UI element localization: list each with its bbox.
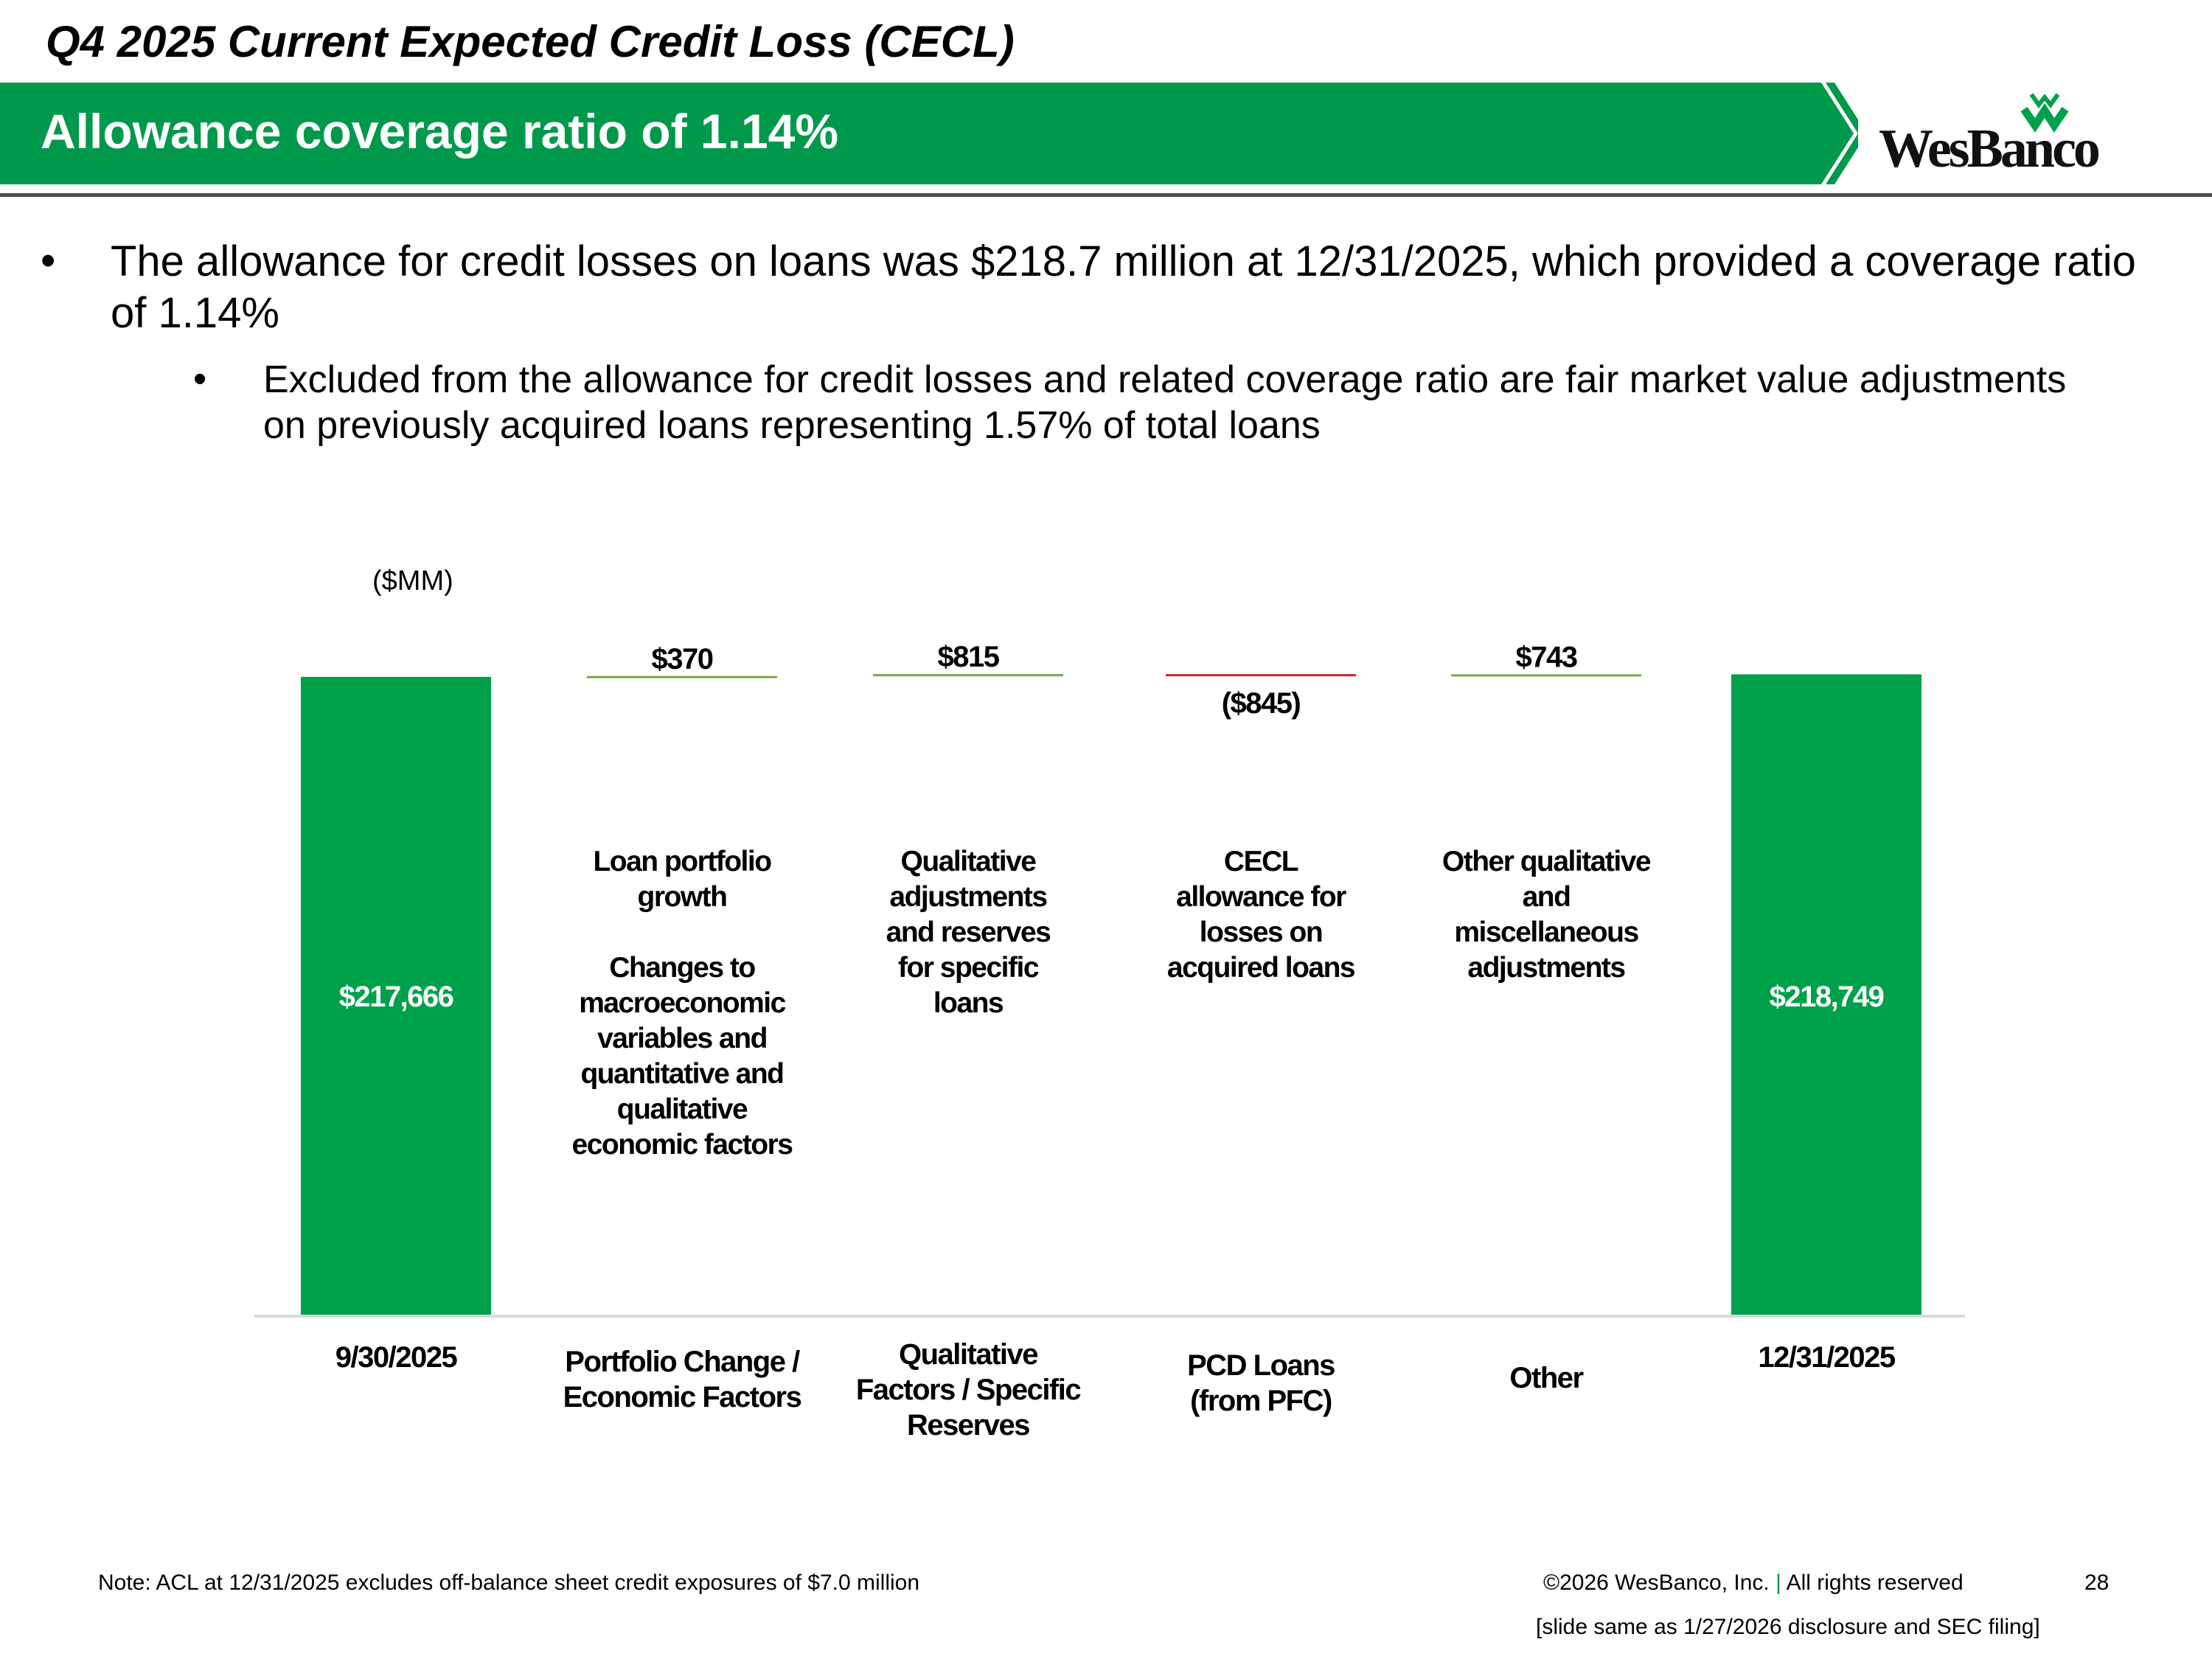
value-label-1: $217,666 — [339, 981, 453, 1013]
bullet-main: The allowance for credit losses on loans… — [111, 237, 2136, 337]
page-number: 28 — [2084, 1571, 2110, 1595]
waterfall-bar-2 — [587, 675, 777, 678]
chart-units-label: ($MM) — [372, 566, 453, 597]
title-banner — [0, 83, 1821, 184]
category-label-6: 12/31/2025 — [1758, 1341, 1896, 1374]
category-label-5: Other — [1509, 1362, 1584, 1394]
copyright-separator: | — [1775, 1571, 1781, 1595]
footnote-acl: Note: ACL at 12/31/2025 excludes off-bal… — [98, 1571, 920, 1595]
bullet-sub: Excluded from the allowance for credit l… — [263, 358, 2067, 447]
value-label-4: ($845) — [1222, 687, 1301, 720]
waterfall-bar-5 — [1451, 674, 1641, 677]
category-label-2: Portfolio Change / Economic Factors — [563, 1346, 802, 1413]
waterfall-bar-4 — [1166, 674, 1356, 677]
value-label-3: $815 — [938, 641, 1000, 673]
category-label-1: 9/30/2025 — [335, 1341, 458, 1374]
value-label-2: $370 — [652, 643, 713, 675]
waterfall-bar-1 — [301, 677, 491, 1315]
value-label-6: $218,749 — [1770, 981, 1884, 1013]
value-label-5: $743 — [1516, 641, 1577, 674]
bar-description-2: Loan portfolio growth Changes to macroec… — [571, 846, 793, 1161]
category-label-3: Qualitative Factors / Specific Reserves — [855, 1338, 1082, 1441]
footnote-disclosure: [slide same as 1/27/2026 disclosure and … — [1536, 1615, 2040, 1639]
bar-description-4: CECL allowance for losses on acquired lo… — [1166, 846, 1356, 984]
wesbanco-logo-icon — [2020, 93, 2069, 133]
banner-headline: Allowance coverage ratio of 1.14% — [41, 104, 839, 159]
bullet-marker: • — [41, 237, 56, 285]
bar-description-3: Qualitative adjustments and reserves for… — [886, 846, 1051, 1019]
waterfall-bar-3 — [873, 674, 1063, 677]
logo-wordmark: WesBanco — [1879, 119, 2101, 179]
header-divider — [0, 193, 2212, 197]
waterfall-bar-6 — [1731, 674, 1921, 1315]
category-label-4: PCD Loans (from PFC) — [1187, 1349, 1335, 1417]
banner-chevron — [1799, 83, 1858, 184]
slide-title: Q4 2025 Current Expected Credit Loss (CE… — [46, 17, 1015, 66]
bar-description-5: Other qualitative and miscellaneous adju… — [1441, 846, 1652, 984]
sub-bullet-marker: • — [193, 358, 207, 400]
copyright: ©2026 WesBanco, Inc. | All rights reserv… — [1543, 1571, 1964, 1596]
copyright-text: ©2026 WesBanco, Inc. — [1543, 1571, 1770, 1595]
rights-text: All rights reserved — [1786, 1571, 1964, 1595]
